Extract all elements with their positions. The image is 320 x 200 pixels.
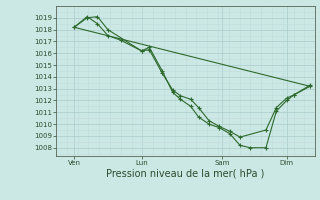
X-axis label: Pression niveau de la mer( hPa ): Pression niveau de la mer( hPa ) xyxy=(107,169,265,179)
